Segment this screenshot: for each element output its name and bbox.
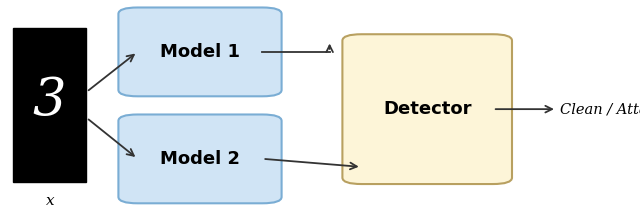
Text: 3: 3 — [33, 75, 67, 126]
Text: x: x — [45, 194, 54, 208]
Text: Detector: Detector — [383, 100, 472, 118]
Text: Model 2: Model 2 — [160, 150, 240, 168]
FancyBboxPatch shape — [342, 34, 512, 184]
Text: Clean / Attack: Clean / Attack — [560, 102, 640, 116]
Text: Model 1: Model 1 — [160, 43, 240, 61]
FancyBboxPatch shape — [13, 28, 86, 182]
FancyBboxPatch shape — [118, 114, 282, 203]
FancyBboxPatch shape — [118, 7, 282, 96]
